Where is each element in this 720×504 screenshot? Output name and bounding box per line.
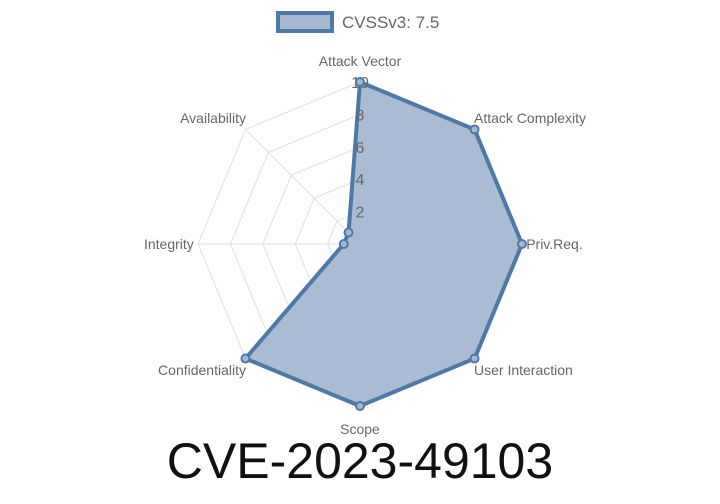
axis-label: Priv.Req. — [526, 236, 583, 252]
legend-label: CVSSv3: 7.5 — [342, 13, 439, 32]
tick-label: 8 — [356, 107, 365, 124]
legend-swatch — [276, 11, 334, 33]
axis-label: Confidentiality — [158, 362, 246, 378]
axis-label: User Interaction — [474, 362, 573, 378]
data-point — [355, 401, 365, 411]
tick-label: 2 — [356, 205, 365, 222]
data-point — [517, 239, 527, 249]
axis-label: Attack Complexity — [474, 110, 586, 126]
axis-label: Availability — [180, 110, 246, 126]
tick-label: 6 — [356, 140, 365, 157]
data-point — [240, 353, 251, 364]
axis-line — [245, 129, 361, 245]
tick-label: 4 — [356, 172, 365, 189]
axis-label: Scope — [340, 421, 380, 437]
data-point — [343, 227, 354, 238]
data-point — [469, 124, 480, 135]
data-point — [338, 239, 349, 249]
axis-label: Attack Vector — [319, 53, 402, 69]
page-title: CVE-2023-49103 — [166, 433, 554, 489]
data-point — [469, 353, 480, 364]
axis-label: Integrity — [144, 236, 194, 252]
data-point — [355, 77, 365, 87]
